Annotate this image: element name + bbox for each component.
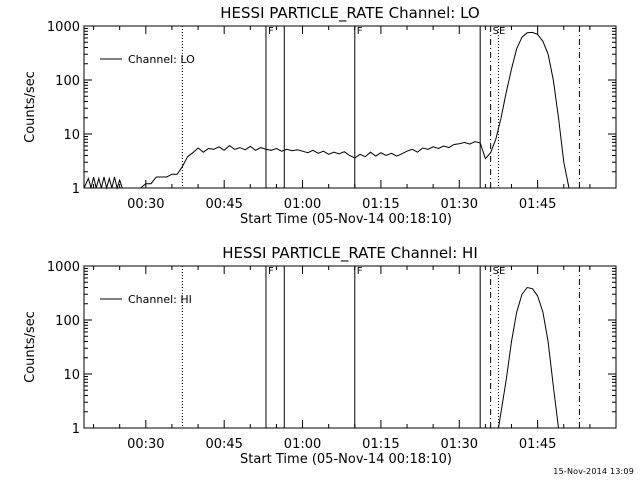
x-tick-label: 00:45 [205, 437, 242, 452]
panel-hi: HESSI PARTICLE_RATE Channel: HI Start Ti… [23, 244, 617, 467]
flag-label: F [357, 266, 363, 277]
x-axis-label: Start Time (05-Nov-14 00:18:10) [240, 452, 452, 467]
series-line [498, 286, 559, 429]
plot-frame [83, 265, 617, 429]
footer-stamp: 15-Nov-2014 13:09 [553, 467, 634, 476]
panel-lo: HESSI PARTICLE_RATE Channel: LO Start Ti… [23, 4, 617, 227]
y-tick-label: 1000 [47, 20, 80, 35]
y-tick-label: 10 [63, 128, 80, 143]
y-tick-label: 100 [55, 314, 80, 329]
y-tick-label: 10 [63, 368, 80, 383]
x-tick-label: 01:30 [441, 437, 478, 452]
y-tick-label: 1 [72, 182, 80, 197]
y-tick-label: 1000 [47, 260, 80, 275]
flag-label: F [268, 266, 274, 277]
y-tick-label: 100 [55, 74, 80, 89]
chart-title: HESSI PARTICLE_RATE Channel: LO [220, 4, 479, 23]
x-tick-label: 00:30 [127, 437, 164, 452]
plot-frame [83, 25, 617, 189]
x-tick-label: 00:45 [205, 197, 242, 212]
y-axis-label: Counts/sec [23, 311, 38, 383]
x-axis-label: Start Time (05-Nov-14 00:18:10) [240, 212, 452, 227]
x-tick-label: 01:15 [362, 437, 399, 452]
legend-label: Channel: LO [128, 53, 195, 66]
flag-label: SE [493, 266, 506, 277]
x-tick-label: 01:45 [519, 197, 556, 212]
legend-label: Channel: HI [128, 293, 192, 306]
flag-label: F [268, 26, 274, 37]
x-tick-label: 00:30 [127, 197, 164, 212]
flag-label: F [357, 26, 363, 37]
x-tick-label: 01:45 [519, 437, 556, 452]
x-tick-label: 01:15 [362, 197, 399, 212]
flag-label: SE [493, 26, 506, 37]
x-tick-label: 01:00 [284, 197, 321, 212]
y-axis-label: Counts/sec [23, 71, 38, 143]
chart-title: HESSI PARTICLE_RATE Channel: HI [222, 244, 478, 263]
x-tick-label: 01:00 [284, 437, 321, 452]
x-tick-label: 01:30 [441, 197, 478, 212]
series-line [83, 31, 570, 190]
y-tick-label: 1 [72, 422, 80, 437]
